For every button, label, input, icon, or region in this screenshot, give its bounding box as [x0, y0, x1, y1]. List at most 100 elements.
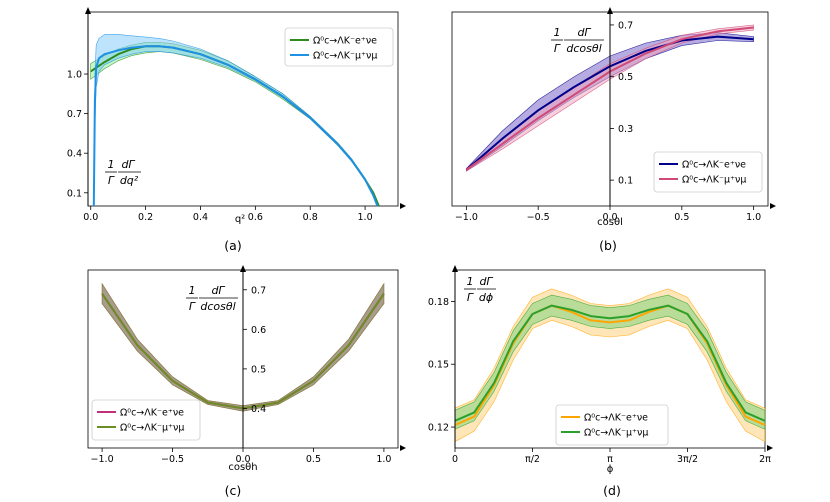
- x-tick-label-d-0: 0: [452, 454, 458, 465]
- series-line-a-1: [92, 45, 379, 207]
- x-tick-label-c-4: 1.0: [376, 454, 391, 465]
- panel-d: 0 π/2 π 3π/2 2π 0.12 0.15 0.18 ϕ 1 Γ dΓ dϕ Ω⁰c→…: [428, 265, 773, 498]
- band-c-1: [101, 282, 385, 412]
- y-tick-label-c-3: 0.7: [251, 285, 266, 296]
- legend-label-c-1: Ω⁰c→ΛK⁻μ⁺νμ: [120, 423, 184, 434]
- series-line-d-1: [454, 304, 766, 422]
- x-tick-label-d-3: 3π/2: [677, 454, 698, 465]
- x-tick-label-d-4: 2π: [759, 454, 771, 465]
- axes-a: 0.0 0.2 0.4 0.6 0.8 1.0 0.1 0.4 0.7 1.0: [67, 7, 406, 223]
- y-tick-label-b-2: 0.5: [618, 72, 633, 83]
- y-tick-label-b-1: 0.3: [618, 124, 633, 135]
- x-tick-label-b-2: 0.0: [602, 212, 617, 223]
- panel-c: −1.0 −0.5 0.0 0.5 1.0 0.4 0.5 0.6 0.7 cosθh 1 Γ …: [87, 265, 406, 498]
- y-tick-label-c-2: 0.6: [251, 325, 266, 336]
- y-tick-label-d-0: 0.12: [428, 423, 449, 434]
- equation-b: 1 Γ dΓ dcosθl: [551, 26, 604, 55]
- panel-b: −1.0 −0.5 0.0 0.5 1.0 0.1 0.3 0.5 0.7 cosθl 1 Γ …: [451, 7, 776, 253]
- y-tick-label-d-2: 0.18: [428, 297, 449, 308]
- x-tick-label-c-1: −0.5: [161, 454, 184, 465]
- svg-text:1: 1: [189, 284, 196, 297]
- legend-label-c-0: Ω⁰c→ΛK⁻e⁺νe: [120, 408, 184, 419]
- x-axis-arrow-d: [767, 445, 773, 451]
- x-tick-label-a-4: 0.8: [303, 212, 318, 223]
- x-tick-label-b-1: −0.5: [527, 212, 550, 223]
- svg-text:dcosθl: dcosθl: [200, 300, 235, 313]
- xlabel-c: cosθh: [228, 462, 257, 473]
- legend-label-a-0: Ω⁰c→ΛK⁻e⁺νe: [313, 36, 377, 47]
- axes-d: 0 π/2 π 3π/2 2π 0.12 0.15 0.18: [428, 265, 773, 465]
- x-tick-label-a-0: 0.0: [83, 212, 98, 223]
- axes-b: −1.0 −0.5 0.0 0.5 1.0 0.1 0.3 0.5 0.7: [455, 7, 776, 223]
- legend-label-d-0: Ω⁰c→ΛK⁻e⁺νe: [584, 413, 648, 424]
- x-tick-label-c-3: 0.5: [306, 454, 321, 465]
- svg-text:1: 1: [108, 158, 115, 171]
- svg-text:dcosθl: dcosθl: [566, 42, 601, 55]
- y-tick-label-b-3: 0.7: [618, 20, 633, 31]
- x-tick-label-a-1: 0.2: [138, 212, 153, 223]
- svg-text:Γ: Γ: [108, 174, 115, 187]
- bands-c: [101, 282, 385, 412]
- y-axis-arrow-b: [607, 7, 613, 14]
- svg-text:dϕ: dϕ: [479, 291, 493, 304]
- x-tick-label-a-3: 0.6: [248, 212, 263, 223]
- equation-c: 1 Γ dΓ dcosθl: [186, 284, 238, 313]
- y-tick-label-a-0: 0.1: [67, 188, 82, 199]
- y-tick-label-a-1: 0.4: [67, 149, 82, 160]
- svg-text:dΓ: dΓ: [211, 284, 225, 297]
- legend-label-a-1: Ω⁰c→ΛK⁻μ⁺νμ: [313, 51, 377, 62]
- equation-a: 1 Γ dΓ dq²: [105, 158, 141, 187]
- axes-c: −1.0 −0.5 0.0 0.5 1.0 0.4 0.5 0.6 0.7: [91, 265, 406, 465]
- svg-text:Γ: Γ: [467, 291, 474, 304]
- panel-a: 0.0 0.2 0.4 0.6 0.8 1.0 0.1 0.4 0.7 1.0 q² 1 Γ dΓ…: [67, 7, 406, 253]
- legend-a: Ω⁰c→ΛK⁻e⁺νe Ω⁰c→ΛK⁻μ⁺νμ: [284, 27, 394, 67]
- legend-box-c: [91, 399, 201, 441]
- x-tick-label-a-5: 1.0: [358, 212, 373, 223]
- xlabel-b: cosθl: [597, 217, 623, 228]
- x-axis-arrow-c: [400, 445, 406, 451]
- band-d-0: [454, 288, 766, 443]
- svg-text:1: 1: [467, 275, 474, 288]
- x-tick-label-b-4: 1.0: [746, 212, 761, 223]
- panel-label-d: (d): [603, 483, 621, 498]
- panel-label-c: (c): [225, 483, 242, 498]
- legend-box-b: [653, 151, 763, 193]
- svg-text:dΓ: dΓ: [577, 26, 591, 39]
- legend-label-b-0: Ω⁰c→ΛK⁻e⁺νe: [682, 160, 746, 171]
- x-axis-arrow-a: [400, 203, 406, 209]
- legend-d: Ω⁰c→ΛK⁻e⁺νe Ω⁰c→ΛK⁻μ⁺νμ: [555, 404, 669, 446]
- x-tick-label-c-2: 0.0: [235, 454, 250, 465]
- x-tick-label-a-2: 0.4: [193, 212, 208, 223]
- legend-box-d: [555, 404, 669, 446]
- x-tick-label-b-0: −1.0: [455, 212, 478, 223]
- y-axis-arrow-a: [85, 7, 91, 14]
- xlabel-d: ϕ: [607, 464, 614, 475]
- y-tick-label-c-1: 0.5: [251, 364, 266, 375]
- panel-label-a: (a): [224, 238, 241, 253]
- equation-d: 1 Γ dΓ dϕ: [464, 275, 496, 304]
- legend-b: Ω⁰c→ΛK⁻e⁺νe Ω⁰c→ΛK⁻μ⁺νμ: [653, 151, 763, 193]
- lines-d: [454, 304, 766, 426]
- x-tick-label-d-1: π/2: [525, 454, 540, 465]
- y-axis-arrow-c: [240, 265, 246, 272]
- y-axis-arrow-d: [452, 265, 458, 272]
- svg-text:Γ: Γ: [189, 300, 196, 313]
- legend-label-b-1: Ω⁰c→ΛK⁻μ⁺νμ: [682, 175, 746, 186]
- legend-box-a: [284, 27, 394, 67]
- x-tick-label-c-0: −1.0: [91, 454, 114, 465]
- y-tick-label-a-3: 1.0: [67, 70, 82, 81]
- legend-c: Ω⁰c→ΛK⁻e⁺νe Ω⁰c→ΛK⁻μ⁺νμ: [91, 399, 201, 441]
- panel-label-b: (b): [599, 238, 617, 253]
- svg-text:dΓ: dΓ: [479, 275, 493, 288]
- xlabel-a: q²: [235, 214, 245, 225]
- x-axis-arrow-b: [770, 203, 776, 209]
- y-tick-label-c-0: 0.4: [251, 404, 266, 415]
- svg-text:dΓ: dΓ: [121, 158, 135, 171]
- lines-a: [90, 45, 380, 207]
- x-tick-label-d-2: π: [607, 454, 613, 465]
- y-tick-label-d-1: 0.15: [428, 360, 449, 371]
- svg-text:dq²: dq²: [120, 174, 139, 187]
- x-tick-label-b-3: 0.5: [674, 212, 689, 223]
- svg-text:1: 1: [554, 26, 561, 39]
